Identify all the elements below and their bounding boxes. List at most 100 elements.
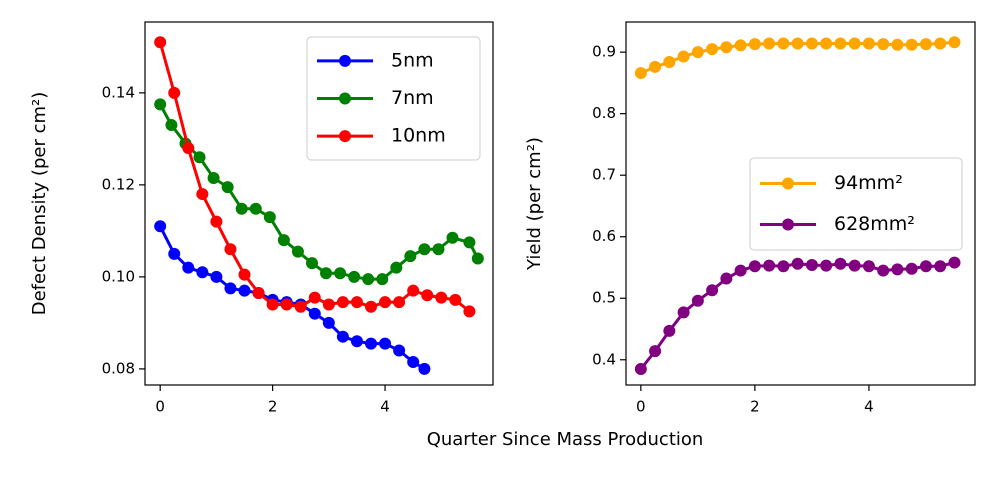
axes-frame	[625, 21, 976, 386]
data-point	[320, 267, 333, 280]
legend-label: 94mm²	[834, 172, 903, 194]
data-point	[390, 261, 403, 274]
data-point	[820, 259, 833, 272]
data-point	[720, 272, 733, 285]
data-point	[418, 243, 431, 256]
y-tick-label: 0.6	[592, 227, 616, 245]
y-tick-label: 0.08	[102, 359, 135, 377]
legend-box	[306, 36, 481, 161]
data-point	[280, 298, 293, 311]
data-point	[734, 39, 747, 52]
data-point	[877, 38, 890, 51]
y-tick-label: 0.7	[592, 166, 616, 184]
data-point	[154, 220, 167, 233]
data-point	[734, 264, 747, 277]
data-point	[224, 282, 237, 295]
data-point	[634, 363, 647, 376]
data-point	[418, 362, 431, 375]
data-point	[154, 36, 167, 49]
data-point	[877, 264, 890, 277]
data-point	[235, 202, 248, 215]
legend-marker	[782, 218, 794, 231]
data-point	[407, 355, 420, 368]
data-point	[221, 181, 234, 194]
y-tick-label: 0.8	[592, 104, 616, 122]
y-tick-label: 0.9	[592, 43, 616, 61]
data-point	[266, 298, 279, 311]
legend-label: 10nm	[391, 125, 446, 147]
data-point	[393, 296, 406, 309]
legend-marker	[782, 177, 794, 190]
data-point	[848, 259, 861, 272]
data-point	[322, 316, 335, 329]
data-point	[446, 231, 459, 244]
y-axis-label: Yield (per cm²)	[524, 137, 545, 271]
data-point	[691, 46, 704, 59]
data-point	[207, 171, 220, 184]
x-tick-label: 0	[636, 398, 646, 416]
data-point	[677, 306, 690, 319]
data-point	[435, 291, 448, 304]
data-point	[649, 345, 662, 358]
data-point	[336, 296, 349, 309]
y-tick-label: 0.12	[102, 175, 135, 193]
data-point	[168, 247, 181, 260]
data-point	[763, 259, 776, 272]
data-point	[791, 257, 804, 270]
data-point	[376, 273, 389, 286]
data-point	[308, 291, 321, 304]
data-point	[748, 38, 761, 51]
data-point	[905, 262, 918, 275]
data-point	[791, 37, 804, 50]
data-point	[834, 257, 847, 270]
x-tick-label: 2	[750, 398, 760, 416]
data-point	[196, 188, 209, 201]
data-point	[720, 41, 733, 54]
data-point	[432, 243, 445, 256]
data-point	[805, 37, 818, 50]
data-point	[322, 298, 335, 311]
data-point	[634, 67, 647, 80]
data-point	[663, 55, 676, 68]
data-point	[379, 296, 392, 309]
x-axis-label: Quarter Since Mass Production	[427, 429, 704, 450]
data-point	[820, 37, 833, 50]
data-point	[471, 252, 484, 265]
data-point	[891, 38, 904, 51]
data-point	[706, 43, 719, 56]
y-tick-label: 0.4	[592, 350, 616, 368]
x-tick-label: 0	[155, 398, 165, 416]
data-point	[210, 270, 223, 283]
data-point	[706, 284, 719, 297]
legend-marker	[339, 130, 351, 143]
data-point	[308, 307, 321, 320]
data-point	[862, 260, 875, 273]
data-point	[748, 260, 761, 273]
data-point	[365, 337, 378, 350]
data-point	[334, 267, 347, 280]
data-point	[393, 344, 406, 357]
data-point	[777, 260, 790, 273]
data-point	[948, 36, 961, 49]
data-point	[919, 38, 932, 51]
data-point	[677, 50, 690, 63]
data-point	[263, 211, 276, 224]
data-point	[238, 268, 251, 281]
data-point	[154, 98, 167, 111]
legend-marker	[339, 92, 351, 105]
data-point	[238, 284, 251, 297]
y-tick-label: 0.10	[102, 267, 135, 285]
data-point	[252, 286, 265, 299]
data-point	[948, 256, 961, 269]
data-point	[196, 266, 209, 279]
data-point	[348, 270, 361, 283]
data-point	[691, 294, 704, 307]
data-point	[182, 142, 195, 155]
data-point	[449, 293, 462, 306]
data-point	[649, 60, 662, 73]
data-point	[379, 337, 392, 350]
data-point	[168, 86, 181, 99]
data-point	[463, 305, 476, 318]
data-point	[407, 284, 420, 297]
legend-label: 7nm	[391, 87, 434, 109]
